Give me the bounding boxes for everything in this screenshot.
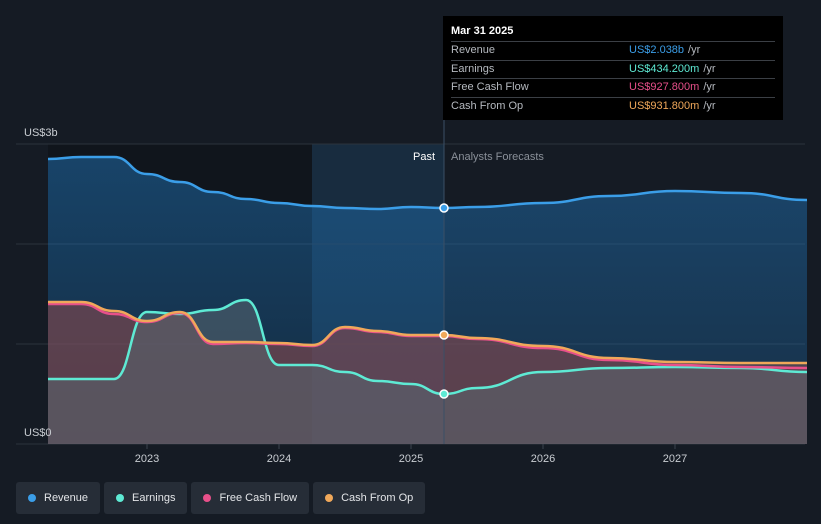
legend-label: Earnings [132,492,176,504]
legend-label: Cash From Op [341,492,414,504]
tooltip-date: Mar 31 2025 [451,25,514,37]
x-tick-label: 2027 [663,453,687,465]
x-tick-label: 2023 [135,453,159,465]
tooltip-value: US$434.200m [629,62,700,75]
tooltip-unit: /yr [703,99,716,112]
legend-label: Revenue [44,492,89,504]
x-tick-label: 2025 [399,453,423,465]
tooltip-value: US$2.038b [629,44,685,56]
cash-from-op-dot-icon [325,494,334,502]
tooltip-row-free-cash-flow: Free Cash Flow US$927.800m /yr [451,78,775,97]
tooltip: Mar 31 2025 Revenue US$2.038b /yr Earnin… [443,16,783,120]
tooltip-value: US$931.800m [629,99,700,112]
revenue-line [47,155,808,211]
revenue-dot-icon [28,494,36,502]
cash-from-op-marker [439,330,449,340]
earnings-line [47,298,808,396]
tooltip-label: Cash From Op [451,99,524,112]
tooltip-unit: /yr [703,62,716,75]
legend-label: Free Cash Flow [219,492,298,504]
free-cash-flow-dot-icon [203,494,212,502]
tooltip-value: US$927.800m [629,81,700,93]
chart-area: US$3b US$0 Past Analysts Forecasts 2023 2… [16,120,808,465]
legend: Revenue Earnings Free Cash Flow Cash Fro… [16,482,426,514]
y-axis-bottom-label: US$0 [24,427,52,439]
y-axis-top-label: US$3b [24,127,58,139]
x-tick-label: 2024 [267,453,291,465]
legend-item-revenue[interactable]: Revenue [16,482,101,514]
tooltip-row-cash-from-op: Cash From Op US$931.800m /yr [451,96,775,116]
legend-item-cash-from-op[interactable]: Cash From Op [313,482,426,514]
legend-item-earnings[interactable]: Earnings [104,482,188,514]
earnings-area [48,300,807,444]
tooltip-label: Earnings [451,62,495,75]
tooltip-label: Revenue [451,44,496,56]
tooltip-unit: /yr [688,44,701,56]
x-tick-label: 2026 [531,453,555,465]
legend-item-free-cash-flow[interactable]: Free Cash Flow [191,482,310,514]
forecast-label: Analysts Forecasts [451,151,544,163]
tooltip-unit: /yr [703,81,716,93]
past-label: Past [413,151,435,163]
tooltip-label: Free Cash Flow [451,81,529,93]
cash-from-op-line [48,300,807,365]
revenue-marker [439,203,449,213]
tooltip-row-revenue: Revenue US$2.038b /yr [451,41,775,60]
tooltip-row-earnings: Earnings US$434.200m /yr [451,59,775,79]
earnings-marker [439,389,449,399]
earnings-dot-icon [116,494,125,502]
